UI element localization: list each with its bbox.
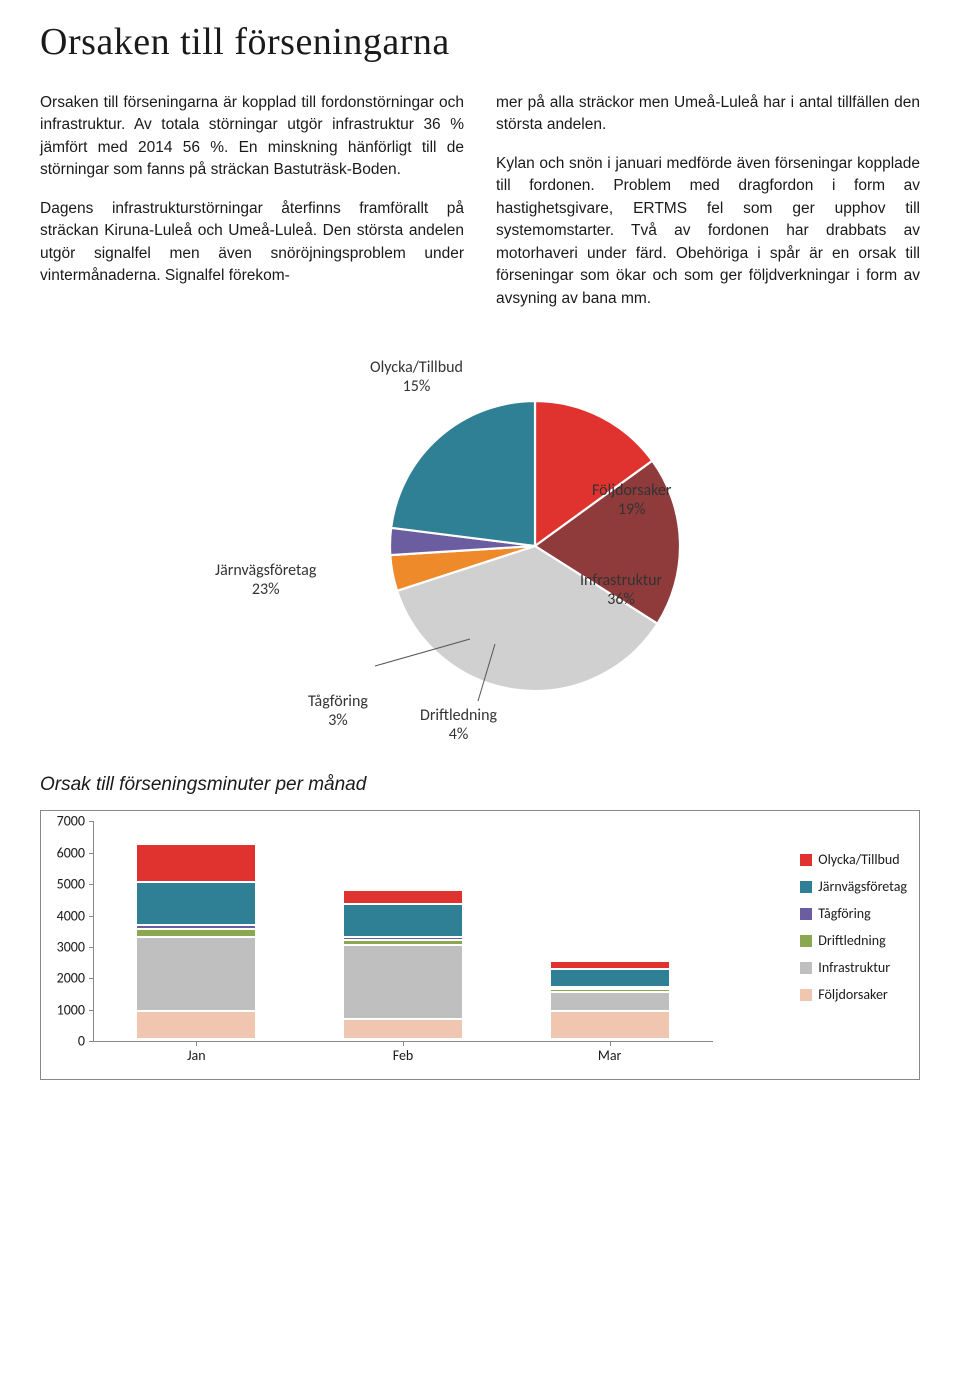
x-tick-label: Jan — [187, 1047, 206, 1064]
column-left: Orsaken till förseningarna är kopplad ti… — [40, 92, 464, 326]
bar-segment — [136, 937, 256, 1011]
legend-label: Infrastruktur — [818, 959, 890, 976]
bar-chart: Olycka/Tillbud Järnvägsföretag Tågföring Dr… — [40, 810, 920, 1080]
legend-swatch — [800, 854, 812, 866]
bar-stack — [136, 844, 256, 1039]
bar-segment — [343, 890, 463, 904]
pie-label: Järnvägsföretag23% — [215, 561, 316, 599]
bar-segment — [343, 937, 463, 940]
pie-chart: Olycka/Tillbud15% Följdorsaker19% Infrastr… — [40, 346, 920, 756]
y-tick-label: 3000 — [41, 938, 85, 955]
legend-label: Driftledning — [818, 932, 885, 949]
y-tick-label: 4000 — [41, 907, 85, 924]
bar-segment — [136, 1011, 256, 1039]
column-right: mer på alla sträckor men Umeå-Luleå har … — [496, 92, 920, 326]
legend-item: Tågföring — [800, 905, 907, 922]
legend-label: Tågföring — [818, 905, 870, 922]
legend-label: Följdorsaker — [818, 986, 888, 1003]
body-columns: Orsaken till förseningarna är kopplad ti… — [40, 92, 920, 326]
bar-segment — [136, 844, 256, 882]
legend-swatch — [800, 881, 812, 893]
bar-stack — [343, 890, 463, 1039]
bar-segment — [550, 989, 670, 992]
bar-stack — [550, 961, 670, 1040]
pie-label: Infrastruktur36% — [580, 571, 662, 609]
bar-segment — [136, 925, 256, 930]
bar-segment — [343, 940, 463, 945]
legend-item: Järnvägsföretag — [800, 878, 907, 895]
bar-chart-title: Orsak till förseningsminuter per månad — [40, 774, 920, 796]
pie-slice — [391, 401, 535, 546]
pie-label: Tågföring3% — [308, 692, 368, 730]
pie-label: Olycka/Tillbud15% — [370, 358, 463, 396]
pie-svg — [390, 401, 680, 691]
bar-segment — [550, 1011, 670, 1039]
bar-segment — [550, 961, 670, 969]
bar-legend: Olycka/Tillbud Järnvägsföretag Tågföring Dr… — [800, 851, 907, 1013]
x-tick-label: Feb — [393, 1047, 414, 1064]
y-tick-label: 6000 — [41, 844, 85, 861]
bar-segment — [550, 969, 670, 988]
bar-segment — [550, 992, 670, 1011]
legend-swatch — [800, 908, 812, 920]
bar-segment — [343, 904, 463, 937]
legend-item: Driftledning — [800, 932, 907, 949]
x-tick-label: Mar — [598, 1047, 622, 1064]
bar-segment — [136, 882, 256, 924]
y-tick-label: 7000 — [41, 813, 85, 830]
bar-segment — [343, 945, 463, 1019]
y-tick-label: 1000 — [41, 1001, 85, 1018]
y-tick-label: 0 — [41, 1033, 85, 1050]
legend-swatch — [800, 989, 812, 1001]
legend-item: Följdorsaker — [800, 986, 907, 1003]
para-l1: Orsaken till förseningarna är kopplad ti… — [40, 92, 464, 182]
legend-item: Infrastruktur — [800, 959, 907, 976]
pie-label: Driftledning4% — [420, 706, 497, 744]
para-l2: Dagens infrastrukturstörningar återfinns… — [40, 198, 464, 288]
legend-swatch — [800, 962, 812, 974]
legend-label: Järnvägsföretag — [818, 878, 907, 895]
page-title: Orsaken till förseningarna — [40, 20, 920, 64]
legend-label: Olycka/Tillbud — [818, 851, 899, 868]
pie-label: Följdorsaker19% — [592, 481, 671, 519]
y-tick-label: 2000 — [41, 970, 85, 987]
para-r1: mer på alla sträckor men Umeå-Luleå har … — [496, 92, 920, 137]
y-tick-label: 5000 — [41, 876, 85, 893]
bar-segment — [343, 1019, 463, 1039]
para-r2: Kylan och snön i januari medförde även f… — [496, 153, 920, 310]
bar-segment — [136, 929, 256, 937]
legend-item: Olycka/Tillbud — [800, 851, 907, 868]
legend-swatch — [800, 935, 812, 947]
